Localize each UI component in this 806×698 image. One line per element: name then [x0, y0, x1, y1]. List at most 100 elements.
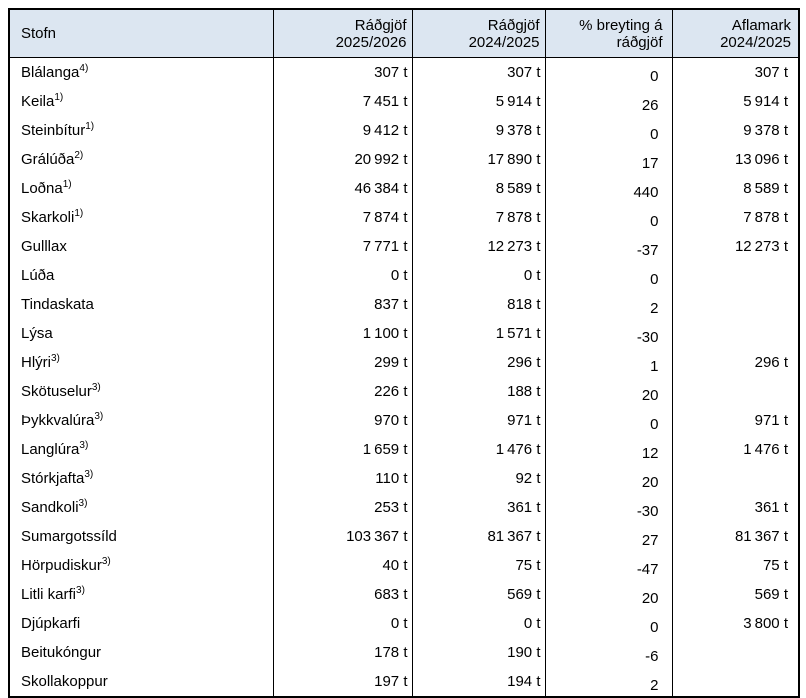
col-header-advice-2025: Ráðgjöf 2025/2026: [272, 8, 413, 58]
table-row: Lýsa 1 100 t 1 571 t -30: [9, 319, 799, 348]
advice-2025-2026-cell: 110 t: [272, 464, 412, 493]
stock-name: Hlýri: [21, 354, 51, 371]
stock-name-cell: Litli karfi3): [9, 580, 273, 609]
advice-2025-2026-cell: 7 451 t: [272, 87, 412, 116]
col-header-catch-limit: Aflamark 2024/2025: [671, 8, 800, 58]
stock-name-cell: Grálúða2): [9, 145, 273, 174]
advice-2024-2025-cell: 190 t: [411, 638, 545, 667]
col-header-advice-2024: Ráðgjöf 2024/2025: [411, 8, 546, 58]
stock-name: Lýsa: [21, 325, 53, 342]
stock-name: Lúða: [21, 267, 55, 284]
stock-name: Djúpkarfi: [21, 615, 81, 632]
table-body: Blálanga4) 307 t 307 t 0 307 t Keila1) 7…: [9, 57, 799, 697]
pct-change-cell: 0: [544, 116, 672, 145]
table-row: Skollakoppur 197 t 194 t 2: [9, 667, 799, 697]
advice-2024-2025-cell: 569 t: [411, 580, 545, 609]
catch-limit-cell: 12 273 t: [671, 232, 799, 261]
advice-2025-2026-cell: 970 t: [272, 406, 412, 435]
pct-change-cell: 0: [544, 57, 672, 87]
pct-change-cell: -37: [544, 232, 672, 261]
col-header-stofn: Stofn: [8, 8, 274, 58]
advice-2024-2025-cell: 818 t: [411, 290, 545, 319]
catch-limit-cell: 361 t: [671, 493, 799, 522]
stock-name: Loðna: [21, 180, 63, 197]
catch-limit-cell: [671, 319, 799, 348]
advice-2024-2025-cell: 307 t: [411, 57, 545, 87]
pct-change-cell: 17: [544, 145, 672, 174]
stock-name: Tindaskata: [21, 296, 94, 313]
pct-change-cell: 1: [544, 348, 672, 377]
stock-name-cell: Keila1): [9, 87, 273, 116]
advice-2025-2026-cell: 9 412 t: [272, 116, 412, 145]
footnote-marker: 3): [101, 556, 111, 567]
pct-change-cell: 12: [544, 435, 672, 464]
footnote-marker: 3): [91, 382, 101, 393]
stock-name: Keila: [21, 93, 55, 110]
stock-name: Blálanga: [21, 64, 80, 81]
table-row: Grálúða2) 20 992 t 17 890 t 17 13 096 t: [9, 145, 799, 174]
catch-limit-cell: 5 914 t: [671, 87, 799, 116]
table-row: Sumargotssíld 103 367 t 81 367 t 27 81 3…: [9, 522, 799, 551]
table-row: Loðna1) 46 384 t 8 589 t 440 8 589 t: [9, 174, 799, 203]
table-row: Beitukóngur 178 t 190 t -6: [9, 638, 799, 667]
footnote-marker: 1): [85, 121, 95, 132]
advice-2024-2025-cell: 0 t: [411, 609, 545, 638]
advice-2025-2026-cell: 0 t: [272, 609, 412, 638]
footnote-marker: 4): [79, 63, 89, 74]
table-row: Steinbítur1) 9 412 t 9 378 t 0 9 378 t: [9, 116, 799, 145]
catch-limit-cell: 3 800 t: [671, 609, 799, 638]
stock-name: Stórkjafta: [21, 470, 85, 487]
pct-change-cell: 20: [544, 580, 672, 609]
col-header-pct-change: % breyting á ráðgjöf: [544, 8, 673, 58]
advice-2024-2025-cell: 8 589 t: [411, 174, 545, 203]
stock-name-cell: Sandkoli3): [9, 493, 273, 522]
advice-2025-2026-cell: 683 t: [272, 580, 412, 609]
table-row: Lúða 0 t 0 t 0: [9, 261, 799, 290]
catch-limit-cell: 8 589 t: [671, 174, 799, 203]
catch-limit-cell: 296 t: [671, 348, 799, 377]
footnote-marker: 3): [78, 498, 88, 509]
advice-2024-2025-cell: 81 367 t: [411, 522, 545, 551]
catch-limit-cell: 13 096 t: [671, 145, 799, 174]
stock-name: Hörpudiskur: [21, 557, 102, 574]
catch-limit-cell: 81 367 t: [671, 522, 799, 551]
table-row: Hörpudiskur3) 40 t 75 t -47 75 t: [9, 551, 799, 580]
catch-limit-cell: 307 t: [671, 57, 799, 87]
catch-limit-cell: 1 476 t: [671, 435, 799, 464]
advice-2025-2026-cell: 307 t: [272, 57, 412, 87]
stock-name-cell: Beitukóngur: [9, 638, 273, 667]
table-row: Þykkvalúra3) 970 t 971 t 0 971 t: [9, 406, 799, 435]
advice-2024-2025-cell: 194 t: [411, 667, 545, 697]
catch-limit-cell: 569 t: [671, 580, 799, 609]
advice-2025-2026-cell: 20 992 t: [272, 145, 412, 174]
advice-2024-2025-cell: 92 t: [411, 464, 545, 493]
catch-limit-cell: 7 878 t: [671, 203, 799, 232]
pct-change-cell: 0: [544, 609, 672, 638]
pct-change-cell: 440: [544, 174, 672, 203]
stock-name-cell: Langlúra3): [9, 435, 273, 464]
advice-2025-2026-cell: 178 t: [272, 638, 412, 667]
advice-2025-2026-cell: 837 t: [272, 290, 412, 319]
stock-name-cell: Hörpudiskur3): [9, 551, 273, 580]
table-row: Langlúra3) 1 659 t 1 476 t 12 1 476 t: [9, 435, 799, 464]
stock-name-cell: Djúpkarfi: [9, 609, 273, 638]
footnote-marker: 1): [74, 208, 84, 219]
pct-change-cell: 0: [544, 203, 672, 232]
advice-2025-2026-cell: 253 t: [272, 493, 412, 522]
advice-2024-2025-cell: 75 t: [411, 551, 545, 580]
advice-2024-2025-cell: 17 890 t: [411, 145, 545, 174]
pct-change-cell: -47: [544, 551, 672, 580]
fish-stock-advice-table: Stofn Ráðgjöf 2025/2026 Ráðgjöf 2024/202…: [8, 8, 800, 698]
stock-name: Steinbítur: [21, 122, 86, 139]
pct-change-cell: -30: [544, 493, 672, 522]
advice-2024-2025-cell: 1 476 t: [411, 435, 545, 464]
pct-change-cell: -30: [544, 319, 672, 348]
footnote-marker: 1): [62, 179, 72, 190]
table-row: Hlýri3) 299 t 296 t 1 296 t: [9, 348, 799, 377]
stock-name-cell: Loðna1): [9, 174, 273, 203]
advice-2025-2026-cell: 299 t: [272, 348, 412, 377]
catch-limit-cell: 75 t: [671, 551, 799, 580]
catch-limit-cell: [671, 290, 799, 319]
table-row: Keila1) 7 451 t 5 914 t 26 5 914 t: [9, 87, 799, 116]
table-row: Skötuselur3) 226 t 188 t 20: [9, 377, 799, 406]
